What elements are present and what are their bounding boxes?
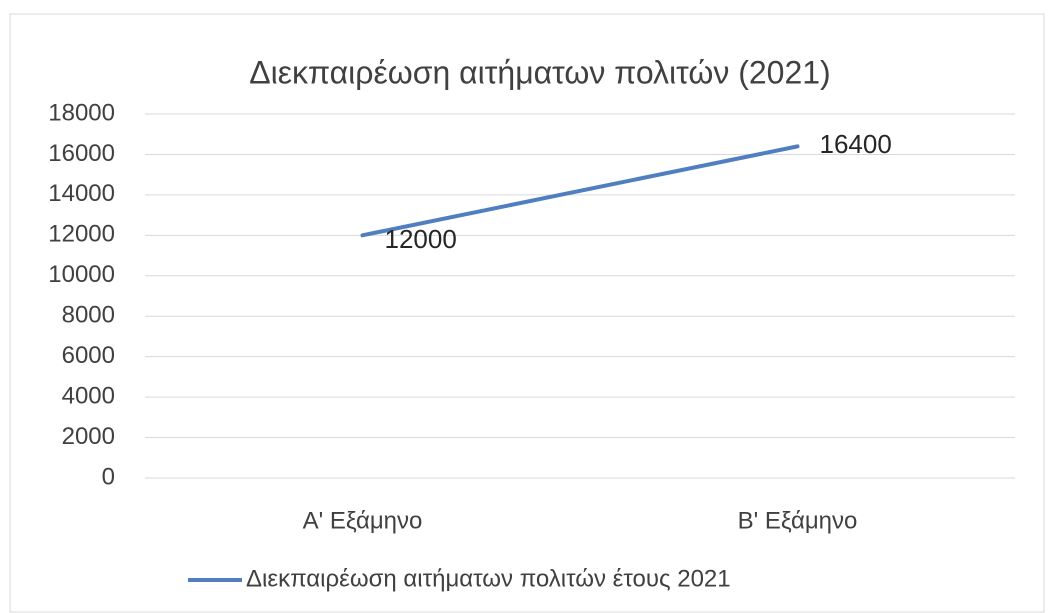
y-tick-label: 14000 (48, 180, 115, 207)
data-label: 12000 (385, 224, 457, 254)
y-tick-label: 18000 (48, 99, 115, 126)
chart-border (9, 13, 1045, 613)
y-tick-label: 8000 (62, 302, 115, 329)
legend-label: Διεκπαιρέωση αιτήματων πολιτών έτους 202… (246, 565, 731, 592)
y-tick-label: 0 (102, 463, 115, 490)
chart-title: Διεκπαιρέωση αιτήματων πολιτών (2021) (249, 54, 830, 90)
series-line (360, 144, 800, 238)
x-tick-label: Α' Εξάμηνο (303, 507, 423, 534)
data-label: 16400 (820, 129, 892, 159)
y-tick-label: 10000 (48, 261, 115, 288)
y-tick-label: 16000 (48, 140, 115, 167)
x-tick-label: Β' Εξάμηνο (738, 507, 858, 534)
y-tick-label: 4000 (62, 382, 115, 409)
y-tick-label: 2000 (62, 423, 115, 450)
y-tick-label: 6000 (62, 342, 115, 369)
y-tick-label: 12000 (48, 221, 115, 248)
